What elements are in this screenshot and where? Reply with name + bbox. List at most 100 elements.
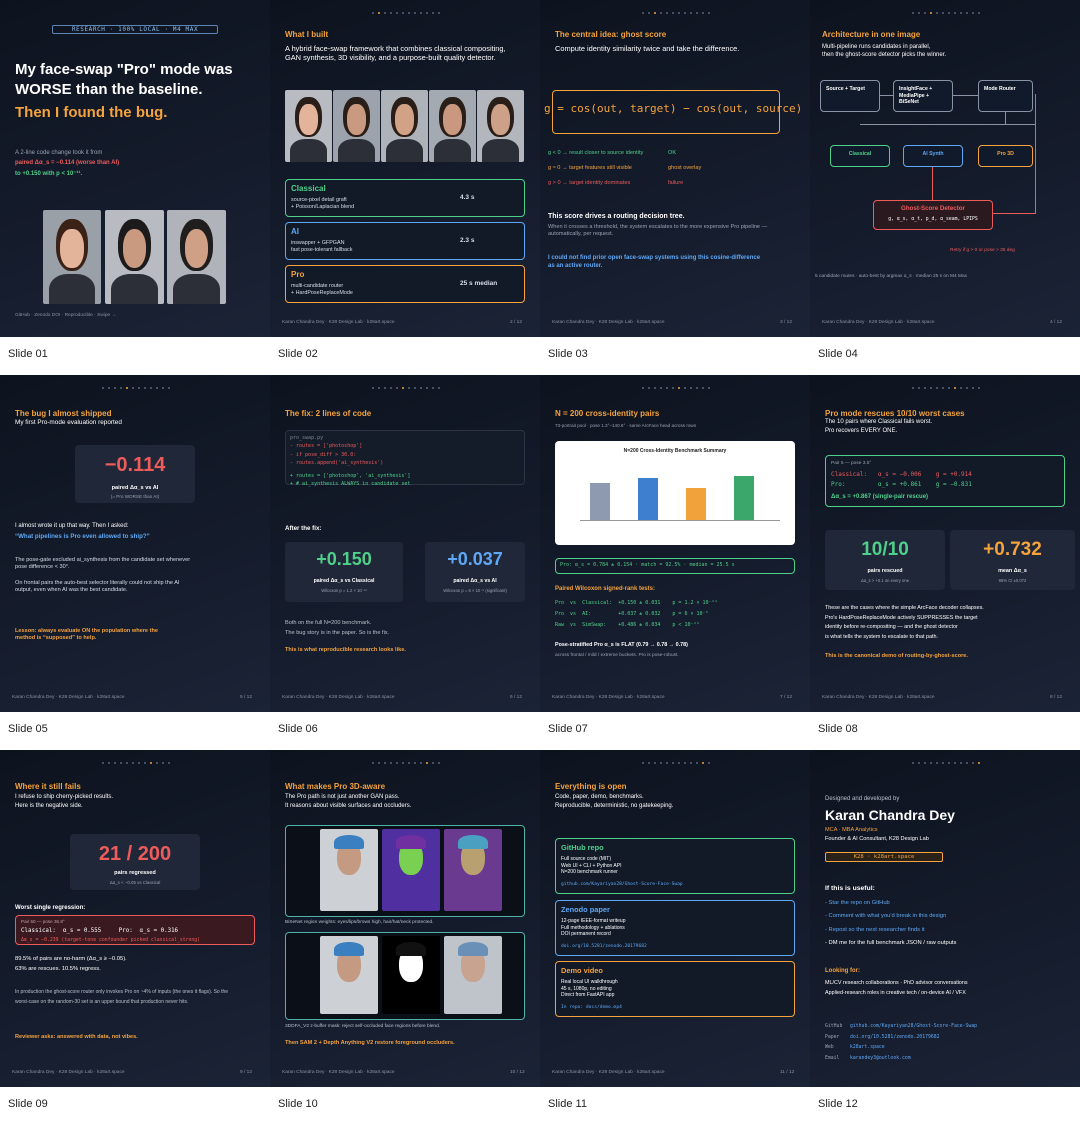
progress-dot — [150, 387, 152, 389]
progress-dot — [378, 762, 380, 764]
node-label: AI Synth — [922, 151, 944, 157]
chart-axis — [580, 520, 780, 521]
closing: Then SAM 2 + Depth Anything V2 restore f… — [285, 1040, 455, 1046]
stat-sub: (= Pro WORSE than AI) — [110, 494, 160, 499]
progress-dot — [126, 387, 128, 389]
resource-card — [555, 900, 795, 956]
stat-caption: paired Δα_s vs Classical — [313, 578, 375, 584]
progress-dot — [432, 12, 434, 14]
slide-title: N = 200 cross-identity pairs — [555, 409, 660, 418]
classical-row: Classical: α_s = −0.006 g = +0.914 — [831, 471, 972, 478]
footer: Karan Chandra Dey · K28 Design Lab · k28… — [552, 695, 665, 700]
big-number: 10/10 — [861, 539, 909, 560]
stat-caption: paired Δα_s vs AI — [111, 485, 159, 491]
card-link: In repo: docs/demo.mp4 — [561, 1005, 622, 1010]
connector — [860, 124, 1035, 125]
card-time: 25 s median — [460, 280, 498, 287]
page-number: 5 / 12 — [240, 695, 253, 700]
slide-label-strip: Slide 12 — [810, 1087, 1080, 1125]
progress-dot — [168, 762, 170, 764]
formula: g = cos(out, target) − cos(out, source) — [544, 102, 803, 115]
progress-dot — [378, 387, 380, 389]
page-number: 7 / 12 — [780, 695, 793, 700]
progress-dot — [126, 762, 128, 764]
outcome: failure — [668, 180, 684, 186]
slide-label: Slide 03 — [548, 348, 588, 360]
progress-dot — [924, 762, 926, 764]
call-to-action: - DM me for the full benchmark JSON / ra… — [825, 939, 957, 946]
pair-box — [825, 455, 1065, 507]
progress-dot — [930, 387, 932, 389]
progress-dot — [396, 387, 398, 389]
node-box — [978, 145, 1033, 167]
progress-dot — [426, 387, 428, 389]
cards-text: + Poisson/Laplacian blend — [291, 204, 355, 210]
call-to-action: - Comment with what you'd break in this … — [825, 913, 947, 920]
sub-text: I refuse to ship cherry-picked results. — [15, 794, 114, 800]
slide-title: Where it still fails — [15, 782, 81, 791]
detector-label: Ghost-Score Detector — [901, 205, 965, 212]
big-number: −0.114 — [104, 454, 166, 476]
footer: Karan Chandra Dey · K28 Design Lab · k28… — [552, 320, 665, 325]
slide-label: Slide 07 — [548, 723, 588, 735]
progress-dot — [936, 762, 938, 764]
progress-dot — [108, 387, 110, 389]
page-number: 2 / 12 — [510, 320, 523, 325]
progress-dot — [390, 12, 392, 14]
code-line: - routes.append('ai_synthesis') — [290, 460, 384, 467]
stat-box — [425, 542, 525, 602]
progress-dot — [138, 387, 140, 389]
closing: This is what reproducible research looks… — [285, 647, 406, 653]
progress-dot — [654, 387, 656, 389]
footer: Karan Chandra Dey · K28 Design Lab · k28… — [12, 695, 125, 700]
card-name: Zenodo paper — [561, 905, 610, 914]
byline: Designed and developed by — [825, 796, 900, 802]
summary-text: 89.5% of pairs are no-harm (Δα_s ≥ −0.05… — [15, 956, 127, 962]
progress-dot — [954, 12, 956, 14]
progress-dot — [150, 762, 152, 764]
page-number: 8 / 12 — [1050, 695, 1063, 700]
photo — [444, 936, 502, 1014]
stats: Pro: α_s = 0.784 ± 0.154 · match = 92.5%… — [560, 562, 735, 568]
stat-caption: mean Δα_s — [998, 568, 1027, 574]
paragraph: On frontal pairs the auto-best selector … — [15, 580, 180, 593]
progress-dot — [936, 12, 938, 14]
slide-title: Architecture in one image — [822, 30, 921, 39]
big-number: 21 / 200 — [98, 843, 172, 865]
stats: 5 candidate routes · auto-best by argmax… — [815, 274, 968, 279]
progress-dot — [924, 12, 926, 14]
face — [60, 228, 84, 269]
footer: Karan Chandra Dey · K28 Design Lab · k28… — [822, 695, 935, 700]
progress-dot — [420, 762, 422, 764]
card-link: doi.org/10.5281/zenodo.20179682 — [561, 944, 647, 949]
stat-sub: 95% CI ±0.072 — [998, 578, 1027, 583]
contact-value: k28art.space — [850, 1045, 885, 1050]
progress-dot — [660, 387, 662, 389]
progress-dot — [390, 387, 392, 389]
progress-dot — [942, 387, 944, 389]
contact-value: doi.org/10.5281/zenodo.20179682 — [850, 1034, 940, 1040]
slide-label-strip: Slide 10 — [270, 1087, 540, 1125]
contact-key: Web — [825, 1045, 834, 1050]
connector — [880, 95, 893, 96]
progress-dot — [414, 12, 416, 14]
slide: Pro mode rescues 10/10 worst cases The 10… — [810, 375, 1080, 712]
cards-text: inswapper + GFPGAN — [291, 240, 345, 246]
page-number: 4 / 12 — [1050, 320, 1063, 325]
slide-label-strip: Slide 09 — [0, 1087, 270, 1125]
body — [385, 138, 424, 162]
progress-dot — [402, 12, 404, 14]
call-to-action: - Star the repo on GitHub — [825, 900, 890, 906]
progress-dot — [642, 387, 644, 389]
section-heading: Paired Wilcoxon signed-rank tests: — [555, 586, 655, 592]
photo — [382, 936, 440, 1014]
connector — [1005, 112, 1006, 124]
rule: g > 0 → target identity dominates — [548, 180, 631, 186]
slide-label-strip: Slide 11 — [540, 1087, 810, 1125]
slide-label-strip: Slide 05 — [0, 712, 270, 750]
progress-dot — [918, 12, 920, 14]
page-number: 10 / 12 — [510, 1070, 525, 1075]
cards-text: DOI permanent record — [561, 931, 611, 937]
card-name: GitHub repo — [561, 843, 604, 852]
desc-text: Multi-pipeline runs candidates in parall… — [822, 44, 931, 50]
